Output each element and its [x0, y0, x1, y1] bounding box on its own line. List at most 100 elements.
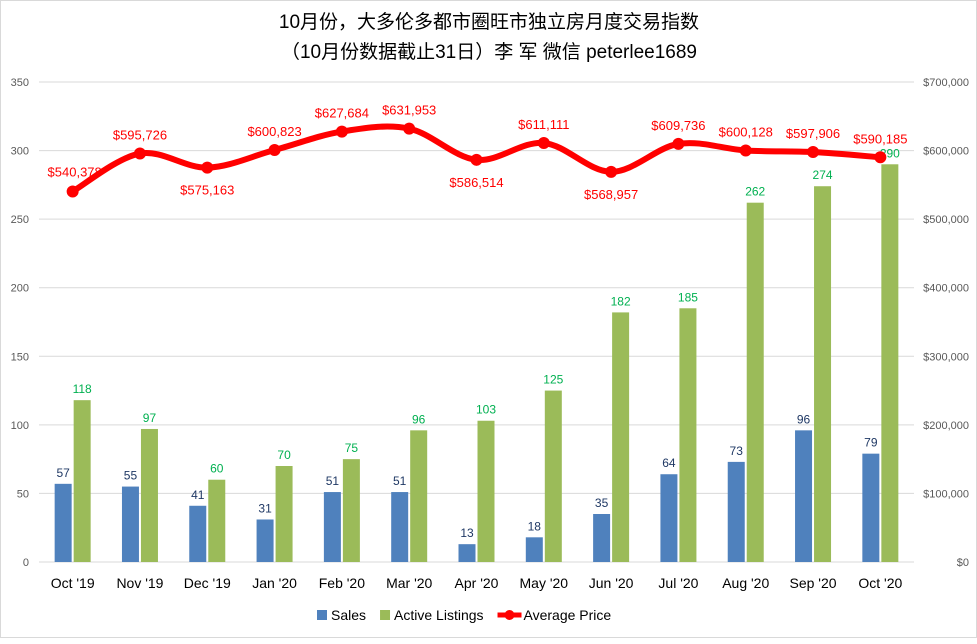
average-price-label: $627,684: [315, 106, 369, 121]
average-price-label: $611,111: [518, 117, 569, 132]
x-tick-label: Aug '20: [722, 575, 769, 591]
average-price-label: $568,957: [584, 187, 638, 202]
bar-active-listings: [140, 428, 158, 562]
average-price-point: [605, 165, 618, 178]
bar-active-listings: [612, 312, 630, 562]
y-right-tick-label: $0: [957, 557, 969, 569]
bar-active-listings: [544, 390, 562, 562]
average-price-point: [537, 136, 550, 149]
bar-data-label: 73: [730, 444, 744, 458]
y-right-tick-label: $300,000: [923, 351, 969, 363]
bar-active-listings: [275, 466, 293, 562]
bar-active-listings: [477, 420, 495, 562]
x-tick-label: Apr '20: [455, 575, 499, 591]
bar-sales: [54, 483, 72, 562]
average-price-label: $631,953: [382, 103, 436, 118]
legend-entry-label: Average Price: [524, 607, 612, 623]
bar-sales: [458, 544, 476, 562]
bar-active-listings: [410, 430, 428, 562]
bar-data-label: 70: [277, 448, 291, 462]
bar-data-label: 35: [595, 496, 609, 510]
bar-active-listings: [679, 308, 697, 562]
bar-data-label: 60: [210, 462, 224, 476]
bar-sales: [525, 537, 543, 562]
average-price-label: $540,378: [48, 164, 102, 179]
bar-sales: [323, 492, 341, 562]
bar-data-label: 103: [476, 403, 496, 417]
y-left-tick-label: 100: [11, 420, 29, 432]
bar-data-label: 125: [543, 373, 563, 387]
average-price-label: $600,128: [719, 124, 773, 139]
y-right-tick-label: $500,000: [923, 214, 969, 226]
bar-sales: [862, 453, 880, 562]
average-price-point: [807, 146, 820, 159]
bar-data-label: 182: [611, 294, 631, 308]
average-price-label: $575,163: [180, 183, 234, 198]
x-tick-label: Feb '20: [319, 575, 365, 591]
average-price-label: $600,823: [247, 124, 301, 139]
x-tick-label: Jun '20: [589, 575, 634, 591]
x-tick-label: Jan '20: [252, 575, 297, 591]
bar-data-label: 97: [143, 411, 157, 425]
y-left-tick-label: 250: [11, 214, 29, 226]
bar-sales: [795, 430, 813, 562]
bar-data-label: 185: [678, 290, 698, 304]
bar-sales: [660, 474, 678, 562]
bar-data-label: 51: [326, 474, 340, 488]
bar-data-label: 57: [56, 466, 70, 480]
x-tick-label: Sep '20: [790, 575, 837, 591]
y-right-tick-label: $400,000: [923, 283, 969, 295]
bar-data-label: 75: [345, 441, 359, 455]
average-price-point: [672, 137, 685, 150]
bar-active-listings: [73, 400, 91, 562]
legend-swatch: [317, 610, 327, 620]
chart-subtitle: （10月份数据截止31日）李 军 微信 peterlee1689: [281, 41, 697, 63]
y-left-tick-label: 350: [11, 77, 29, 89]
average-price-label: $590,185: [853, 131, 907, 146]
x-tick-label: Oct '20: [858, 575, 902, 591]
bar-data-label: 274: [813, 168, 833, 182]
bar-data-label: 64: [662, 456, 676, 470]
bar-data-label: 18: [528, 519, 542, 533]
average-price-point: [739, 144, 752, 157]
bar-active-listings: [746, 202, 764, 562]
bar-data-label: 55: [124, 469, 138, 483]
x-tick-label: Dec '19: [184, 575, 231, 591]
average-price-label: $597,906: [786, 126, 840, 141]
average-price-label: $586,514: [449, 175, 503, 190]
legend-entry-label: Sales: [331, 607, 366, 623]
bar-sales: [256, 519, 274, 562]
bar-active-listings: [208, 479, 226, 562]
bar-data-label: 262: [745, 185, 765, 199]
y-left-tick-label: 0: [23, 557, 29, 569]
y-left-tick-label: 50: [17, 488, 29, 500]
x-tick-label: Mar '20: [386, 575, 432, 591]
y-right-tick-label: $100,000: [923, 488, 969, 500]
bar-sales: [189, 505, 207, 562]
average-price-point: [268, 144, 281, 157]
legend: Sales Active Listings Average Price: [317, 607, 611, 623]
bar-data-label: 118: [73, 382, 92, 396]
legend-entry-label: Active Listings: [394, 607, 483, 623]
average-price-point: [133, 147, 146, 160]
y-left-tick-label: 200: [11, 283, 29, 295]
y-left-tick-label: 300: [11, 146, 29, 158]
average-price-point: [201, 161, 214, 174]
bar-data-label: 51: [393, 474, 407, 488]
bar-active-listings: [881, 164, 899, 563]
average-price-point: [335, 125, 348, 138]
y-right-tick-label: $200,000: [923, 420, 969, 432]
bar-data-label: 79: [864, 436, 878, 450]
legend-swatch-marker: [504, 610, 515, 620]
y-right-tick-label: $600,000: [923, 146, 969, 158]
bar-data-label: 96: [412, 412, 426, 426]
x-tick-label: Nov '19: [116, 575, 163, 591]
legend-swatch: [380, 610, 391, 620]
average-price-point: [874, 151, 887, 164]
average-price-point: [403, 122, 416, 135]
average-price-label: $595,726: [113, 128, 167, 143]
bar-data-label: 96: [797, 412, 811, 426]
chart-title: 10月份，大多伦多都市圈旺市独立房月度交易指数: [279, 11, 699, 33]
